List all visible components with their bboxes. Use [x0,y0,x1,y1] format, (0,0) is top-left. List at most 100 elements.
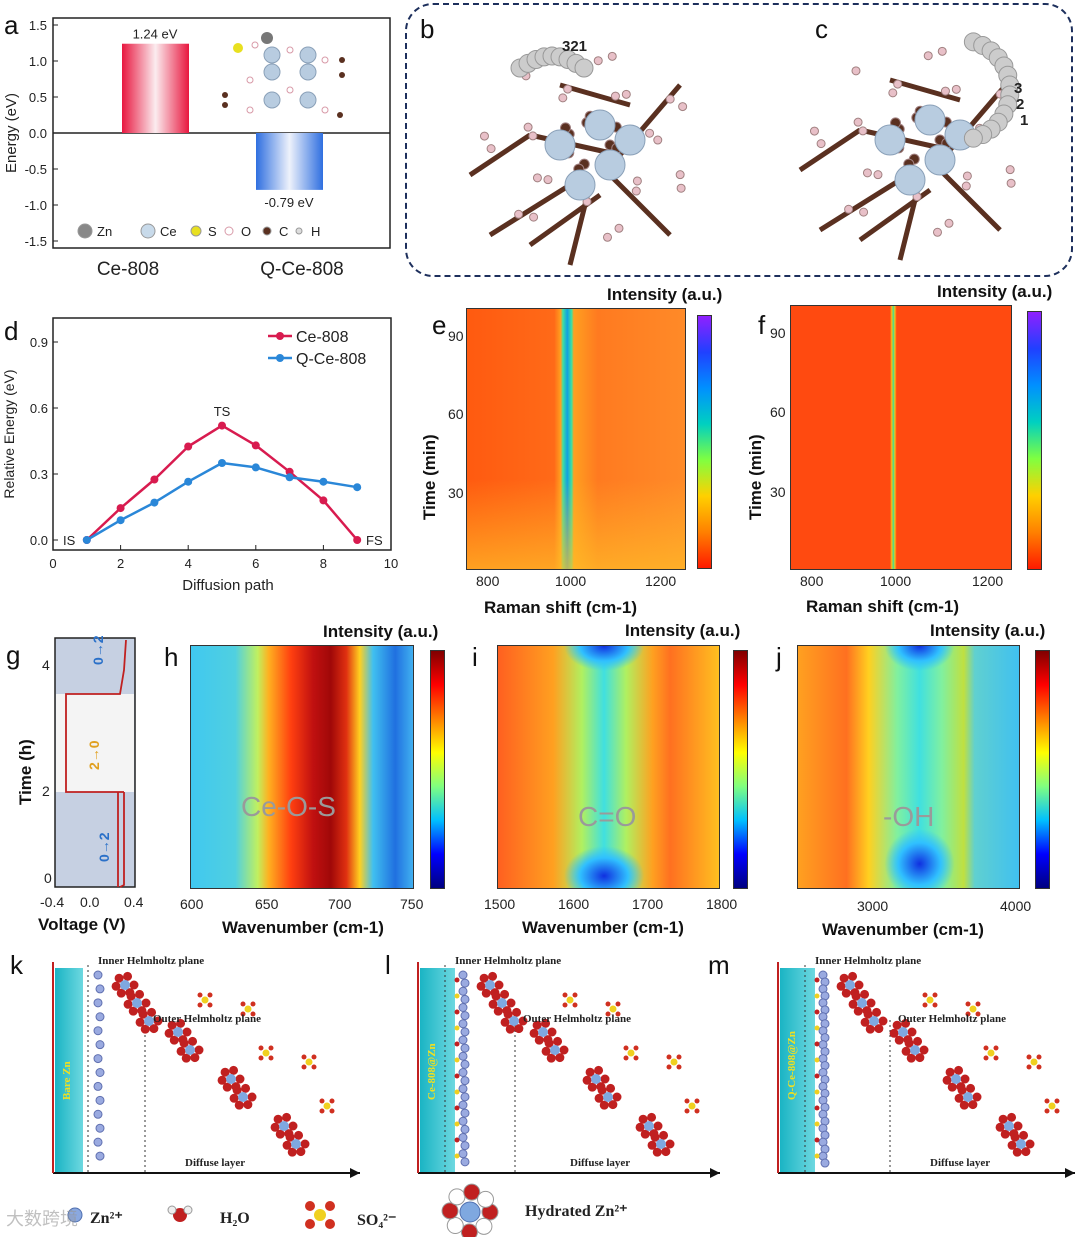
panel-label-d: d [4,316,19,346]
water-o [194,1045,204,1055]
zn-center [144,1016,154,1026]
water-o [182,1027,192,1037]
water-o [866,998,876,1008]
water-o [488,971,498,981]
zn-ion [458,1149,468,1159]
annotation-FS: FS [366,533,383,548]
atom [962,171,972,181]
atom [486,144,496,154]
water-o [167,1020,177,1030]
zn-center [857,998,867,1008]
so4-o [268,1055,274,1061]
water-o [500,989,510,999]
xlabel-j: Wavenumber (cm-1) [822,920,984,939]
data-point [251,463,260,472]
linker-bond [798,127,862,173]
so4-o [983,1055,989,1061]
water-o [541,1018,551,1028]
so4-ion [244,1005,252,1013]
water-o [960,1074,970,1084]
water-o [514,1024,524,1034]
ytick-label: 0.5 [29,90,47,105]
so4-o [207,992,213,998]
ytick-label: -1.5 [25,234,47,249]
water-o [181,1053,191,1063]
data-point [150,475,159,484]
chart-a: 1.5 1.0 0.5 0.0 -0.5 -1.0 -1.5 Energy (eV) 1.24 … [3,17,391,280]
zn-ion [460,1124,470,1134]
so4-o [329,1108,335,1114]
adsorbed-molecule [814,1009,820,1015]
legend-marker-H [295,227,303,235]
ytick: 0 [44,870,52,886]
panel-label-i: i [472,642,478,672]
water-o [647,1112,657,1122]
atom [888,88,898,98]
legend-marker-Zn [77,223,93,239]
c-atom [222,102,228,108]
zn-ion [460,1141,470,1151]
h-atom [183,1205,193,1215]
zn-ion [460,1157,470,1167]
zn-center [226,1074,236,1084]
water-o [640,1129,650,1139]
category-label: Q-Ce-808 [260,259,343,280]
so4-ion [926,996,934,1004]
zn-ion [458,986,468,996]
hydrated-zn [500,1007,528,1034]
atom [621,89,631,99]
legend-label: S [208,224,217,239]
zn-center [845,980,855,990]
zn-center [538,1027,548,1037]
intensity-title-e: Intensity (a.u.) [607,285,723,304]
water-o [553,1036,563,1046]
so4-o [301,1054,307,1060]
water-o [863,1009,873,1019]
so4-o [311,1064,317,1070]
zn-ion [458,1051,468,1061]
zn-ion [820,1158,830,1168]
atom [631,186,641,196]
ytick-label: 0.3 [30,467,48,482]
annotation-h: Ce-O-S [241,791,336,822]
so4-o [258,1045,264,1051]
water-o [135,1017,145,1027]
zn-center [898,1027,908,1037]
water-o [300,1139,310,1149]
xtick-label: 8 [320,556,327,571]
so4-o [1036,1064,1042,1070]
water-o [878,1016,888,1026]
hydrated-shell-icon [441,1202,459,1220]
so4-ion [1030,1058,1038,1066]
legend-label: C [279,224,288,239]
data-point [218,459,226,467]
water-o [234,1100,244,1110]
xtick: 0.4 [124,894,144,910]
so4-o [268,1045,274,1051]
hydrated-zn [541,1036,569,1063]
zn-ion [460,1043,470,1053]
zn-center [910,1045,920,1055]
water-o [176,1046,186,1056]
panel-label-b: b [420,14,435,44]
water-o [555,1053,565,1063]
zn-ion [95,1068,105,1077]
electrode-m [780,968,815,1173]
water-o [1010,1132,1020,1142]
water-o [1013,1121,1023,1131]
o-atom [321,56,329,64]
intensity-title-j: Intensity (a.u.) [930,621,1046,640]
annotation-j: -OH [883,801,935,832]
water-o [1007,1140,1017,1150]
so4-o [676,1064,682,1070]
water-o [128,1006,138,1016]
so4-o [684,1098,690,1104]
water-o [1000,1129,1010,1139]
water-o [534,1035,544,1045]
hydrated-zn [901,1036,929,1063]
water-o [915,1053,925,1063]
legend-label: Q-Ce-808 [296,351,366,368]
water-o [860,989,870,999]
xtick: 1700 [632,896,664,912]
data-point [285,473,294,482]
